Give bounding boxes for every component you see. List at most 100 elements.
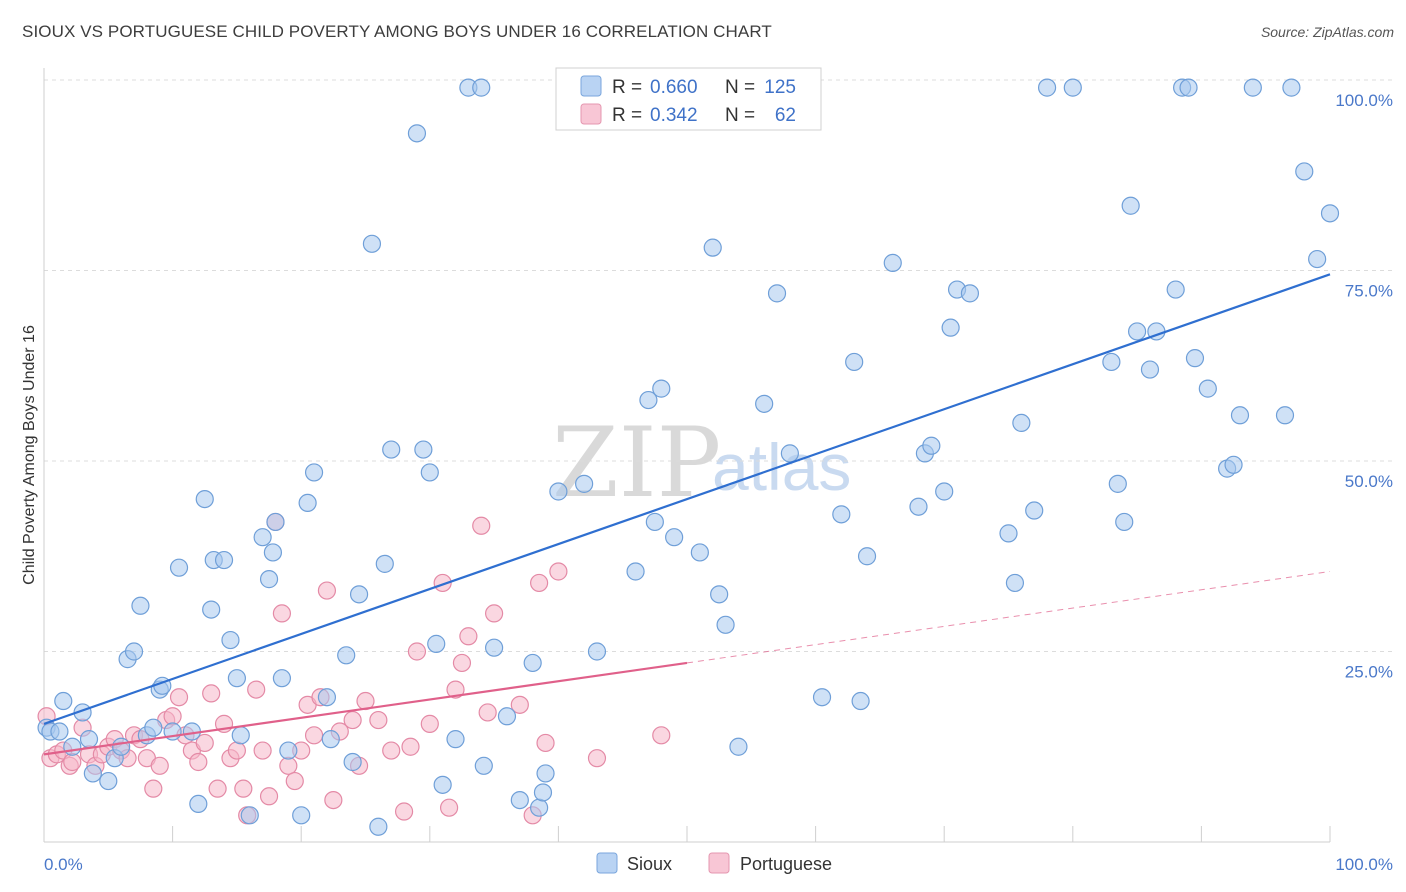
sioux-point — [407, 124, 427, 143]
sioux-n-label: N = — [725, 77, 755, 98]
sioux-point — [845, 352, 864, 372]
sioux-point — [533, 783, 553, 802]
sioux-point — [474, 756, 493, 775]
sioux-point — [279, 741, 298, 760]
sioux-point — [112, 737, 131, 756]
sioux-point — [124, 642, 144, 661]
sioux-point — [1127, 322, 1147, 341]
portuguese-point — [234, 779, 253, 798]
sioux-point — [536, 764, 555, 783]
sioux-point — [832, 505, 851, 524]
portuguese-point — [510, 695, 529, 714]
sioux-point — [1275, 406, 1295, 425]
portuguese-point — [285, 771, 304, 791]
data-points — [37, 78, 1340, 836]
watermark: ZIP atlas — [552, 407, 851, 519]
sioux-r-value: 0.660 — [650, 77, 698, 98]
portuguese-point — [407, 642, 427, 661]
sioux-point — [1224, 455, 1243, 474]
sioux-point — [1012, 413, 1031, 432]
sioux-point — [1025, 501, 1044, 520]
sioux-point — [337, 646, 356, 665]
chart-source: Source: ZipAtlas.com — [1260, 24, 1394, 40]
sioux-point — [1308, 249, 1327, 269]
sioux-point — [227, 669, 246, 688]
sioux-n-value: 125 — [764, 77, 796, 98]
y-tick-label: 75.0% — [1345, 282, 1393, 301]
sioux-point — [857, 547, 877, 566]
sioux-point — [79, 730, 99, 749]
portuguese-n-label: N = — [725, 105, 755, 126]
sioux-point — [189, 794, 208, 814]
sioux-point — [1102, 352, 1121, 372]
portuguese-point — [247, 680, 266, 699]
sioux-point — [369, 817, 388, 836]
sioux-point — [1063, 78, 1082, 97]
sioux-point — [1166, 280, 1185, 299]
sioux-point — [83, 764, 102, 783]
portuguese-point — [452, 653, 472, 673]
portuguese-point — [472, 516, 491, 535]
sioux-point — [1185, 349, 1205, 368]
y-axis-tick-labels: 25.0% 50.0% 75.0% 100.0% — [1335, 91, 1393, 682]
portuguese-point — [536, 733, 555, 753]
sioux-point — [883, 253, 902, 272]
portuguese-point — [549, 562, 568, 581]
bottom-legend: Sioux Portuguese — [596, 852, 832, 874]
portuguese-point — [652, 726, 671, 745]
sioux-point — [1140, 360, 1160, 379]
sioux-point — [446, 730, 465, 749]
sioux-point — [253, 528, 272, 547]
sioux-point — [1295, 162, 1314, 181]
portuguese-point — [144, 779, 163, 798]
trend-lines — [43, 273, 1331, 756]
sioux-point — [54, 691, 73, 711]
sioux-point — [703, 238, 722, 257]
sioux-point — [349, 585, 369, 604]
sioux-point — [169, 558, 189, 577]
sioux-point — [626, 562, 645, 581]
sioux-point — [382, 440, 401, 459]
portuguese-r-label: R = — [612, 105, 642, 126]
sioux-point — [433, 775, 452, 794]
sioux-point — [231, 726, 250, 745]
sioux-point — [549, 482, 568, 501]
portuguese-point — [163, 707, 182, 726]
sioux-trend-line — [43, 273, 1331, 725]
portuguese-point — [530, 573, 549, 593]
sioux-point — [523, 653, 542, 673]
portuguese-point — [439, 798, 459, 817]
sioux-point — [266, 512, 285, 532]
sioux-point — [960, 284, 980, 303]
portuguese-point — [324, 790, 343, 810]
sioux-point — [221, 630, 240, 650]
sioux-point — [259, 570, 279, 589]
watermark-zip-text: ZIP — [552, 407, 721, 519]
portuguese-point — [208, 779, 227, 798]
portuguese-trend-extension — [686, 570, 1331, 664]
sioux-point — [485, 638, 504, 657]
bottom-legend-sioux-label: Sioux — [627, 854, 672, 874]
sioux-point — [375, 554, 394, 573]
y-tick-label: 100.0% — [1335, 91, 1393, 110]
sioux-point — [851, 691, 870, 711]
portuguese-point — [150, 756, 169, 775]
sioux-point — [767, 284, 787, 303]
bottom-legend-portuguese-label: Portuguese — [740, 854, 832, 874]
sioux-point — [639, 390, 658, 410]
portuguese-point — [195, 733, 214, 753]
portuguese-point — [169, 688, 189, 707]
sioux-point — [575, 474, 594, 493]
bottom-legend-portuguese-swatch — [708, 852, 730, 874]
sioux-point — [1005, 573, 1025, 593]
sioux-point — [1108, 474, 1127, 493]
stats-legend: R = 0.660 N = 125 R = 0.342 N = 62 — [555, 67, 822, 131]
sioux-point — [812, 688, 832, 707]
sioux-point — [472, 78, 491, 97]
sioux-point — [131, 596, 150, 615]
portuguese-point — [317, 581, 337, 600]
portuguese-point — [369, 710, 388, 730]
sioux-point — [362, 234, 382, 253]
sioux-point — [497, 707, 517, 726]
sioux-point — [1121, 196, 1140, 215]
